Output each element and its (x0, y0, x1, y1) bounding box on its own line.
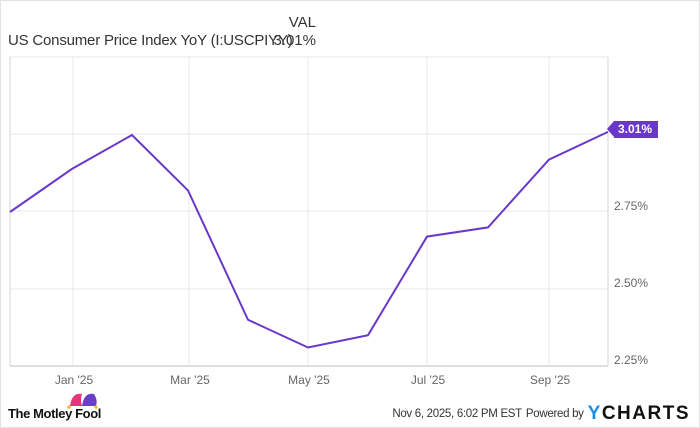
gridlines (10, 56, 608, 366)
x-tick-label: Mar '25 (170, 373, 210, 387)
last-value-badge: 3.01% (606, 121, 659, 138)
footer-attribution: Nov 6, 2025, 6:02 PM EST Powered by Y CH… (392, 403, 690, 425)
ycharts-wordmark: CHARTS (601, 403, 690, 424)
y-tick-label: 2.75% (614, 199, 649, 213)
series-line[interactable] (9, 130, 609, 349)
legend-value-header: VAL (288, 14, 316, 31)
brand-name: The Motley Fool (8, 406, 101, 421)
x-tick-label: Sep '25 (529, 373, 571, 387)
jester-hat-icon (67, 393, 98, 409)
x-tick-label: Jan '25 (54, 373, 94, 387)
timestamp: Nov 6, 2025, 6:02 PM EST (392, 408, 522, 420)
ycharts-logo[interactable]: Y CHARTS (588, 403, 690, 425)
x-tick-label: May '25 (288, 373, 330, 387)
ycharts-y-icon: Y (587, 403, 602, 424)
legend-series-value: 3.01% (273, 32, 316, 49)
x-tick-label: Jul '25 (410, 373, 446, 387)
y-tick-label: 2.50% (614, 276, 649, 290)
y-tick-label: 2.25% (614, 353, 649, 367)
powered-by-label: Powered by (525, 408, 584, 420)
legend-series-name: US Consumer Price Index YoY (I:USCPIYY) (8, 32, 293, 49)
